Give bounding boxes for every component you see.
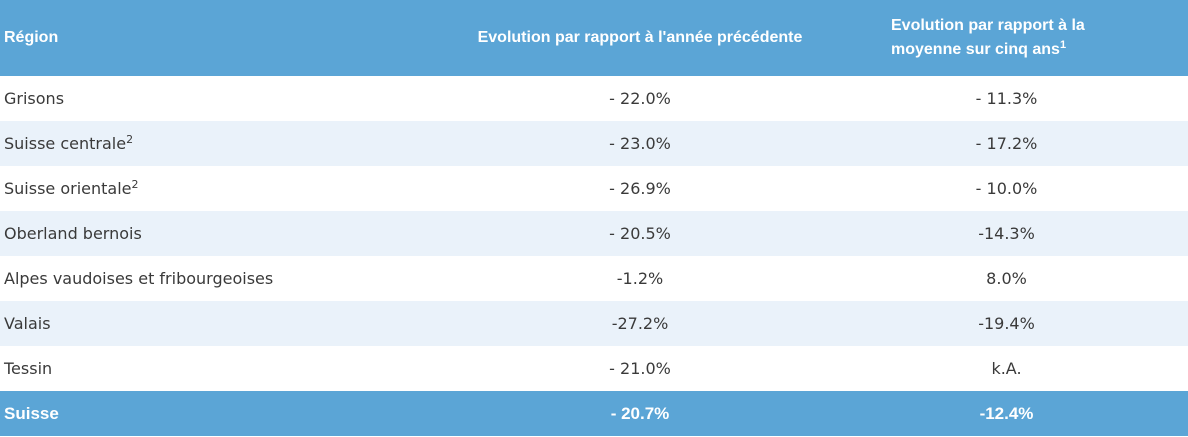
header-five-year-line1: Evolution par rapport à la	[891, 17, 1085, 34]
region-name: Valais	[4, 314, 51, 333]
region-name: Tessin	[4, 359, 53, 378]
five-year-value: 8.0%	[986, 269, 1027, 288]
table-row: Suisse orientale2 - 26.9% - 10.0%	[0, 166, 1188, 211]
header-five-year-line2: moyenne sur cinq ans	[891, 41, 1060, 58]
region-name: Oberland bernois	[4, 224, 142, 243]
header-five-year-average: Evolution par rapport à la moyenne sur c…	[825, 0, 1188, 76]
region-name: Suisse orientale	[4, 179, 132, 198]
table-header: Région Evolution par rapport à l'année p…	[0, 0, 1188, 76]
header-previous-year: Evolution par rapport à l'année précéden…	[477, 29, 803, 46]
five-year-value: -19.4%	[978, 314, 1035, 333]
table-row: Oberland bernois - 20.5% -14.3%	[0, 211, 1188, 256]
region-name: Alpes vaudoises et fribourgeoises	[4, 269, 274, 288]
table-row: Grisons - 22.0% - 11.3%	[0, 76, 1188, 121]
table-footer: Suisse - 20.7% -12.4%	[0, 391, 1188, 436]
previous-year-value: - 23.0%	[609, 134, 671, 153]
five-year-value: - 10.0%	[975, 179, 1038, 198]
header-region: Région	[4, 29, 59, 46]
total-five-year-value: -12.4%	[979, 403, 1034, 423]
footnote-marker: 2	[126, 133, 134, 146]
five-year-value: - 11.3%	[975, 89, 1038, 108]
table-row: Suisse centrale2 - 23.0% - 17.2%	[0, 121, 1188, 166]
region-name: Suisse centrale	[4, 134, 127, 153]
total-previous-year-value: - 20.7%	[610, 403, 670, 423]
previous-year-value: - 26.9%	[609, 179, 671, 198]
five-year-value: - 17.2%	[975, 134, 1038, 153]
five-year-value: k.A.	[991, 359, 1022, 378]
table-row: Valais -27.2% -19.4%	[0, 301, 1188, 346]
footnote-marker: 2	[131, 178, 139, 191]
table-row: Tessin - 21.0% k.A.	[0, 346, 1188, 391]
previous-year-value: -1.2%	[616, 269, 664, 288]
footnote-marker: 1	[1059, 39, 1067, 51]
previous-year-value: - 21.0%	[609, 359, 671, 378]
previous-year-value: - 22.0%	[609, 89, 671, 108]
total-region: Suisse	[4, 403, 59, 423]
previous-year-value: - 20.5%	[609, 224, 671, 243]
five-year-value: -14.3%	[978, 224, 1035, 243]
region-name: Grisons	[4, 89, 65, 108]
table-row: Alpes vaudoises et fribourgeoises -1.2% …	[0, 256, 1188, 301]
table-body: Grisons - 22.0% - 11.3% Suisse centrale2…	[0, 76, 1188, 391]
previous-year-value: -27.2%	[611, 314, 669, 333]
header-row: Région Evolution par rapport à l'année p…	[0, 0, 1188, 76]
total-row: Suisse - 20.7% -12.4%	[0, 391, 1188, 436]
